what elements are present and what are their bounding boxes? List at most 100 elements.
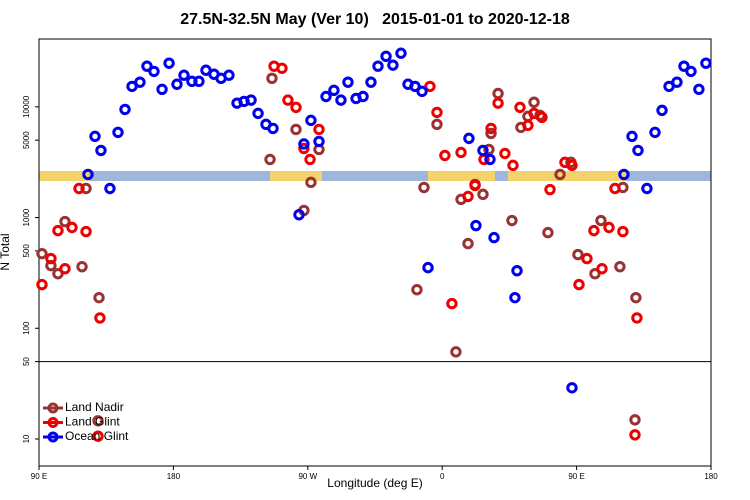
point — [418, 181, 430, 194]
point — [484, 153, 496, 166]
point — [595, 214, 607, 227]
land-strip — [508, 171, 626, 181]
point — [609, 182, 621, 195]
point — [45, 252, 57, 265]
point — [80, 225, 92, 238]
y-tick-label: 50 — [22, 357, 31, 366]
point — [156, 83, 168, 96]
legend-marker — [47, 402, 59, 414]
point — [581, 252, 593, 265]
x-tick-label: 90 E — [31, 472, 47, 481]
point — [506, 214, 518, 227]
point — [342, 76, 354, 88]
point — [293, 209, 305, 221]
point — [528, 96, 540, 108]
legend-marker — [47, 417, 59, 428]
point — [629, 429, 641, 441]
point — [134, 76, 146, 88]
legend-label: Land Glint — [65, 415, 120, 429]
point — [95, 144, 107, 157]
point — [629, 414, 641, 426]
point — [76, 260, 88, 273]
point — [387, 59, 399, 71]
point — [566, 159, 578, 172]
point — [678, 60, 690, 72]
point — [298, 142, 310, 155]
legend-label: Ocean Glint — [65, 429, 129, 443]
point — [193, 75, 205, 88]
point — [455, 146, 467, 159]
point — [422, 261, 434, 274]
land-strip — [428, 171, 495, 181]
point — [596, 263, 608, 275]
point — [171, 78, 183, 90]
point — [617, 225, 629, 238]
point — [320, 90, 332, 103]
point — [66, 221, 78, 234]
point — [477, 188, 489, 201]
y-tick-label: 100 — [22, 321, 31, 335]
point — [52, 268, 64, 280]
point — [290, 101, 302, 114]
legend-item: Ocean Glint — [43, 429, 129, 443]
point — [469, 179, 481, 192]
point — [649, 126, 661, 139]
point — [450, 346, 462, 358]
point — [589, 268, 601, 280]
point — [603, 221, 615, 234]
point — [52, 224, 64, 237]
point — [566, 382, 578, 394]
point — [82, 168, 94, 181]
point — [357, 90, 369, 103]
point — [298, 138, 310, 150]
point — [446, 297, 458, 310]
point — [89, 130, 101, 143]
point — [365, 76, 377, 88]
legend-label: Land Nadir — [65, 400, 124, 414]
point — [522, 119, 534, 132]
point — [630, 291, 642, 304]
point — [141, 60, 153, 72]
point — [614, 260, 626, 273]
point — [290, 123, 302, 136]
point — [542, 226, 554, 239]
point — [411, 284, 423, 296]
point — [554, 168, 566, 181]
point — [462, 190, 474, 203]
x-tick-label: 180 — [704, 472, 718, 481]
series — [82, 47, 712, 394]
point — [395, 47, 407, 59]
point — [431, 118, 443, 131]
point — [671, 76, 683, 88]
point — [264, 153, 276, 166]
point — [252, 107, 264, 120]
point — [463, 132, 475, 145]
point — [313, 123, 325, 136]
point — [573, 278, 585, 291]
ocean-strip — [39, 171, 711, 181]
point — [641, 182, 653, 195]
point — [632, 144, 644, 157]
point — [223, 69, 235, 81]
x-tick-label: 90 E — [568, 472, 584, 481]
point — [536, 111, 548, 124]
point — [163, 57, 175, 69]
point — [73, 182, 85, 195]
point — [511, 265, 523, 277]
point — [656, 104, 668, 117]
point — [693, 83, 705, 96]
point — [509, 291, 521, 304]
point — [572, 248, 584, 261]
point — [618, 168, 630, 181]
point — [485, 122, 497, 135]
point — [477, 144, 489, 157]
land-strip — [39, 171, 89, 181]
point — [245, 94, 257, 106]
point — [148, 65, 160, 78]
point — [282, 94, 294, 106]
point — [59, 215, 71, 228]
point — [507, 159, 519, 172]
point — [305, 114, 317, 127]
point — [514, 101, 526, 114]
